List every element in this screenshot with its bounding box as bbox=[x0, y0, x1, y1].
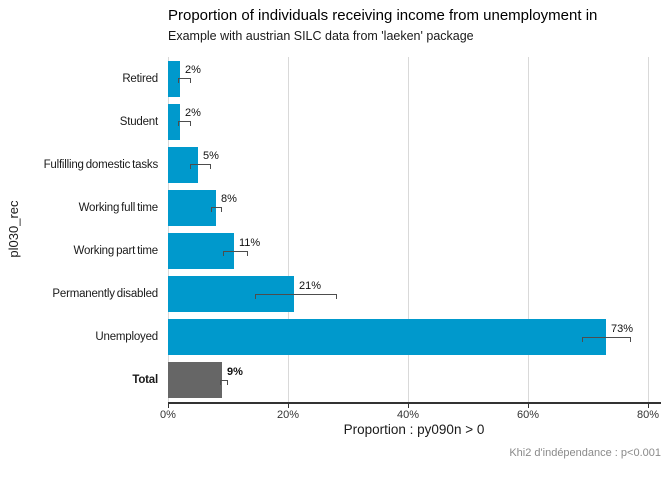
gridline bbox=[648, 57, 649, 402]
error-bar bbox=[223, 250, 247, 252]
gridline bbox=[168, 57, 169, 402]
category-axis: Retired Student Fulfilling domestic tasks W… bbox=[0, 57, 159, 402]
error-bar-cap-left bbox=[211, 207, 213, 213]
error-bar bbox=[190, 164, 210, 166]
error-bar bbox=[255, 293, 336, 295]
category-label: Fulfilling domestic tasks bbox=[43, 158, 159, 171]
category-label: Student bbox=[119, 115, 158, 128]
error-bar bbox=[211, 207, 221, 209]
bar bbox=[168, 319, 606, 356]
chart-subtitle: Example with austrian SILC data from 'la… bbox=[168, 29, 474, 43]
x-axis-ticks: 0% 20% 40% 60% 80% bbox=[160, 404, 660, 424]
bar-row: 21% bbox=[168, 273, 660, 316]
category-label: Working full time bbox=[78, 201, 159, 214]
error-bar-cap-right bbox=[226, 379, 228, 385]
error-bar-cap-left bbox=[582, 336, 583, 342]
tick-mark bbox=[168, 404, 169, 408]
bar bbox=[168, 103, 180, 140]
error-bar-cap-right bbox=[630, 336, 631, 342]
bar-row: 73% bbox=[168, 316, 660, 359]
x-tick-label: 80% bbox=[636, 409, 660, 421]
tick-mark bbox=[288, 404, 289, 408]
value-label: 73% bbox=[611, 322, 634, 335]
x-tick-label: 0% bbox=[160, 409, 176, 421]
bar-row: 2% bbox=[168, 57, 660, 100]
bar bbox=[168, 189, 216, 226]
tick-mark bbox=[528, 404, 529, 408]
error-bar-cap-left bbox=[220, 379, 222, 385]
bar-row: 5% bbox=[168, 143, 660, 186]
error-bar-cap-right bbox=[189, 78, 191, 83]
value-label: 11% bbox=[238, 236, 261, 249]
error-bar-cap-left bbox=[190, 164, 192, 170]
category-label: Total bbox=[132, 374, 158, 387]
error-bar bbox=[177, 121, 190, 123]
category-label: Working part time bbox=[73, 245, 159, 258]
error-bar-cap-right bbox=[189, 121, 191, 127]
value-label: 2% bbox=[185, 107, 201, 120]
chart-caption: Khi2 d'indépendance : p<0.001 bbox=[509, 447, 661, 459]
value-label: 21% bbox=[299, 279, 322, 292]
error-bar-cap-left bbox=[255, 293, 256, 299]
error-bar bbox=[582, 336, 630, 338]
value-label: 8% bbox=[221, 193, 237, 206]
x-axis-label: Proportion : py090n > 0 bbox=[343, 422, 485, 437]
value-label: 5% bbox=[203, 150, 219, 163]
error-bar-cap-right bbox=[209, 164, 211, 170]
error-bar-cap-right bbox=[220, 207, 222, 213]
chart-title: Proportion of individuals receiving inco… bbox=[168, 7, 598, 24]
bar bbox=[168, 60, 180, 97]
x-axis-line bbox=[168, 402, 661, 404]
plot-panel: 2% 2% 5% 8% 11% 21% 73% 9% bbox=[168, 57, 660, 402]
category-label: Retired bbox=[122, 72, 158, 85]
x-tick-label: 60% bbox=[516, 409, 540, 421]
tick-mark bbox=[408, 404, 409, 408]
bar-row: 9% bbox=[168, 359, 660, 402]
x-tick-label: 20% bbox=[276, 409, 300, 421]
error-bar-cap-right bbox=[336, 293, 337, 299]
gridline bbox=[288, 57, 289, 402]
bar-row: 8% bbox=[168, 186, 660, 229]
bar-row: 11% bbox=[168, 230, 660, 273]
category-label: Permanently disabled bbox=[52, 288, 158, 301]
bar bbox=[168, 362, 222, 399]
value-label: 2% bbox=[185, 64, 201, 76]
error-bar-cap-left bbox=[177, 78, 179, 83]
x-tick-label: 40% bbox=[396, 409, 420, 421]
error-bar bbox=[177, 78, 190, 79]
bar bbox=[168, 233, 234, 269]
value-label: 9% bbox=[227, 365, 243, 378]
tick-mark bbox=[648, 404, 649, 408]
error-bar-cap-left bbox=[223, 250, 225, 256]
category-label: Unemployed bbox=[95, 331, 158, 344]
error-bar-cap-left bbox=[177, 121, 179, 127]
bar-row: 2% bbox=[168, 100, 660, 143]
error-bar-cap-right bbox=[246, 250, 248, 256]
error-bar bbox=[220, 379, 227, 381]
gridline bbox=[408, 57, 409, 402]
gridline bbox=[528, 57, 529, 402]
